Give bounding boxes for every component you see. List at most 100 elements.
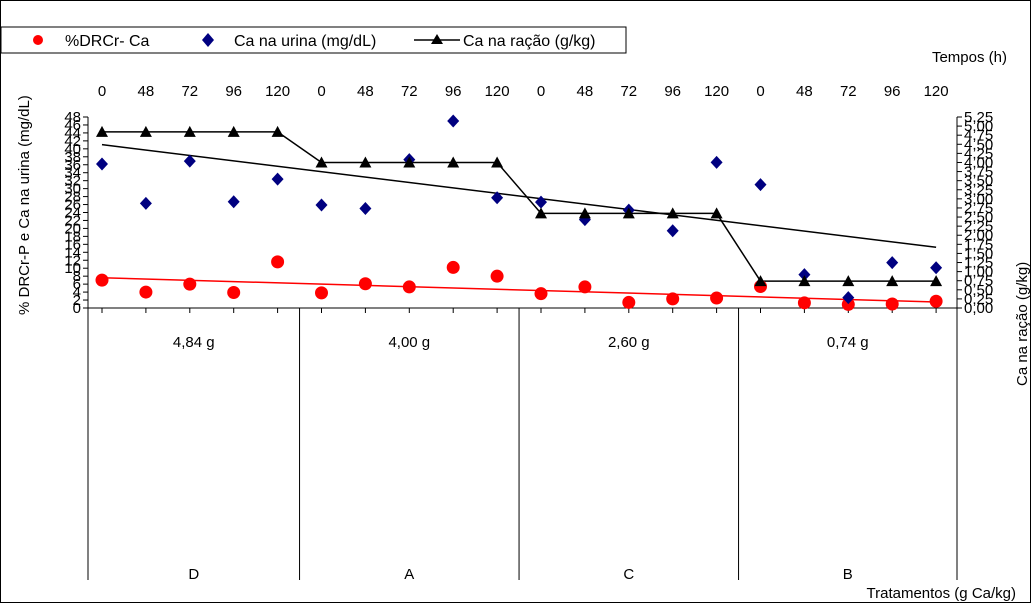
drcr-point bbox=[183, 277, 197, 291]
legend-label-drcr: %DRCr- Ca bbox=[65, 33, 150, 50]
left-tick-label: 6 bbox=[73, 276, 81, 293]
urina-point bbox=[886, 256, 899, 270]
left-tick-label: 16 bbox=[64, 236, 81, 253]
racao-point bbox=[578, 207, 591, 219]
drcr-point bbox=[885, 297, 899, 311]
left-tick-label: 30 bbox=[64, 181, 81, 198]
racao-point bbox=[622, 207, 635, 219]
drcr-point bbox=[666, 292, 680, 306]
left-tick-label: 26 bbox=[64, 197, 81, 214]
top-tick-label: 72 bbox=[620, 83, 637, 100]
racao-point bbox=[403, 156, 416, 168]
series-line-racao bbox=[102, 131, 937, 282]
top-tick-label: 48 bbox=[796, 83, 813, 100]
x-axis-ticks bbox=[101, 308, 937, 313]
treatment-dose-label: 2,60 g bbox=[608, 334, 650, 351]
left-tick-label: 14 bbox=[64, 244, 81, 261]
urina-point bbox=[710, 155, 723, 169]
right-tick-label: 0,00 bbox=[964, 300, 993, 317]
left-tick-label: 2 bbox=[73, 292, 81, 309]
drcr-point bbox=[271, 255, 285, 269]
drcr-point bbox=[797, 296, 811, 310]
drcr-point bbox=[534, 287, 548, 301]
top-tick-label: 0 bbox=[537, 83, 545, 100]
right-tick-label: 4,00 bbox=[964, 154, 993, 171]
left-tick-label: 22 bbox=[64, 212, 81, 229]
right-tick-label: 5,00 bbox=[964, 118, 993, 135]
drcr-point bbox=[358, 277, 372, 291]
right-tick-label: 1,50 bbox=[964, 245, 993, 262]
top-tick-label: 48 bbox=[577, 83, 594, 100]
top-tick-label: 72 bbox=[181, 83, 198, 100]
right-tick-label: 2,75 bbox=[964, 200, 993, 217]
right-tick-label: 1,00 bbox=[964, 264, 993, 281]
legend-marker-urina bbox=[202, 33, 214, 47]
bottom-axis-title: Tratamentos (g Ca/kg) bbox=[867, 585, 1017, 602]
top-tick-label: 72 bbox=[401, 83, 418, 100]
urina-point bbox=[183, 154, 196, 168]
left-tick-label: 38 bbox=[64, 149, 81, 166]
right-tick-label: 3,00 bbox=[964, 191, 993, 208]
top-tick-label: 120 bbox=[485, 83, 510, 100]
top-axis-tick-labels: 0 48 72 96 120 0 48 72 96 120 0 48 72 96 120 0 48 72 96 120 bbox=[98, 83, 949, 100]
top-tick-label: 120 bbox=[265, 83, 290, 100]
racao-point bbox=[183, 125, 196, 137]
urina-point bbox=[227, 195, 240, 209]
urina-point bbox=[315, 198, 328, 212]
right-tick-label: 4,25 bbox=[964, 145, 993, 162]
racao-point bbox=[139, 125, 152, 137]
top-tick-label: 0 bbox=[317, 83, 325, 100]
right-tick-label: 2,00 bbox=[964, 227, 993, 244]
racao-point bbox=[271, 125, 284, 137]
legend-marker-drcr bbox=[33, 35, 43, 45]
top-tick-label: 0 bbox=[756, 83, 764, 100]
legend-box bbox=[0, 26, 627, 54]
urina-point bbox=[139, 196, 152, 210]
right-tick-label: 4,50 bbox=[964, 136, 993, 153]
left-tick-label: 8 bbox=[73, 268, 81, 285]
urina-point bbox=[447, 114, 460, 128]
left-axis-ticks: 0246810121416182022242628303234363840424… bbox=[64, 109, 88, 317]
legend-label-racao: Ca na ração (g/kg) bbox=[463, 33, 596, 50]
urina-point bbox=[359, 202, 372, 216]
racao-point bbox=[359, 156, 372, 168]
left-tick-label: 34 bbox=[64, 165, 81, 182]
urina-point bbox=[930, 261, 943, 275]
drcr-point bbox=[841, 297, 855, 311]
right-tick-label: 1,25 bbox=[964, 255, 993, 272]
top-tick-label: 0 bbox=[98, 83, 106, 100]
right-tick-label: 3,75 bbox=[964, 164, 993, 181]
right-tick-label: 3,25 bbox=[964, 182, 993, 199]
drcr-point bbox=[578, 280, 592, 294]
treatment-dose-label: 4,84 g bbox=[173, 334, 215, 351]
treatment-code-label: B bbox=[843, 566, 853, 583]
right-tick-label: 0,50 bbox=[964, 282, 993, 299]
top-tick-label: 96 bbox=[225, 83, 242, 100]
right-tick-label: 0,25 bbox=[964, 291, 993, 308]
left-tick-label: 20 bbox=[64, 220, 81, 237]
drcr-point bbox=[95, 273, 109, 287]
drcr-point bbox=[139, 285, 153, 299]
racao-point bbox=[842, 275, 855, 287]
urina-point bbox=[491, 191, 504, 205]
series-marks bbox=[95, 114, 943, 311]
legend-label-urina: Ca na urina (mg/dL) bbox=[234, 33, 376, 50]
left-tick-label: 18 bbox=[64, 228, 81, 245]
left-tick-label: 0 bbox=[73, 300, 81, 317]
drcr-point bbox=[929, 294, 943, 308]
top-axis-title: Tempos (h) bbox=[932, 49, 1007, 66]
racao-point bbox=[491, 156, 504, 168]
treatment-code-label: D bbox=[188, 566, 199, 583]
right-tick-label: 1,75 bbox=[964, 236, 993, 253]
treatment-code-label: C bbox=[623, 566, 634, 583]
treatment-dose-label: 0,74 g bbox=[827, 334, 869, 351]
top-tick-label: 120 bbox=[924, 83, 949, 100]
left-tick-label: 28 bbox=[64, 189, 81, 206]
racao-point bbox=[754, 275, 767, 287]
right-axis-ticks: 0,000,250,500,751,001,251,501,752,002,25… bbox=[957, 109, 993, 317]
legend-marker-racao bbox=[431, 34, 443, 44]
treatment-code-label: A bbox=[404, 566, 414, 583]
racao-point bbox=[710, 207, 723, 219]
